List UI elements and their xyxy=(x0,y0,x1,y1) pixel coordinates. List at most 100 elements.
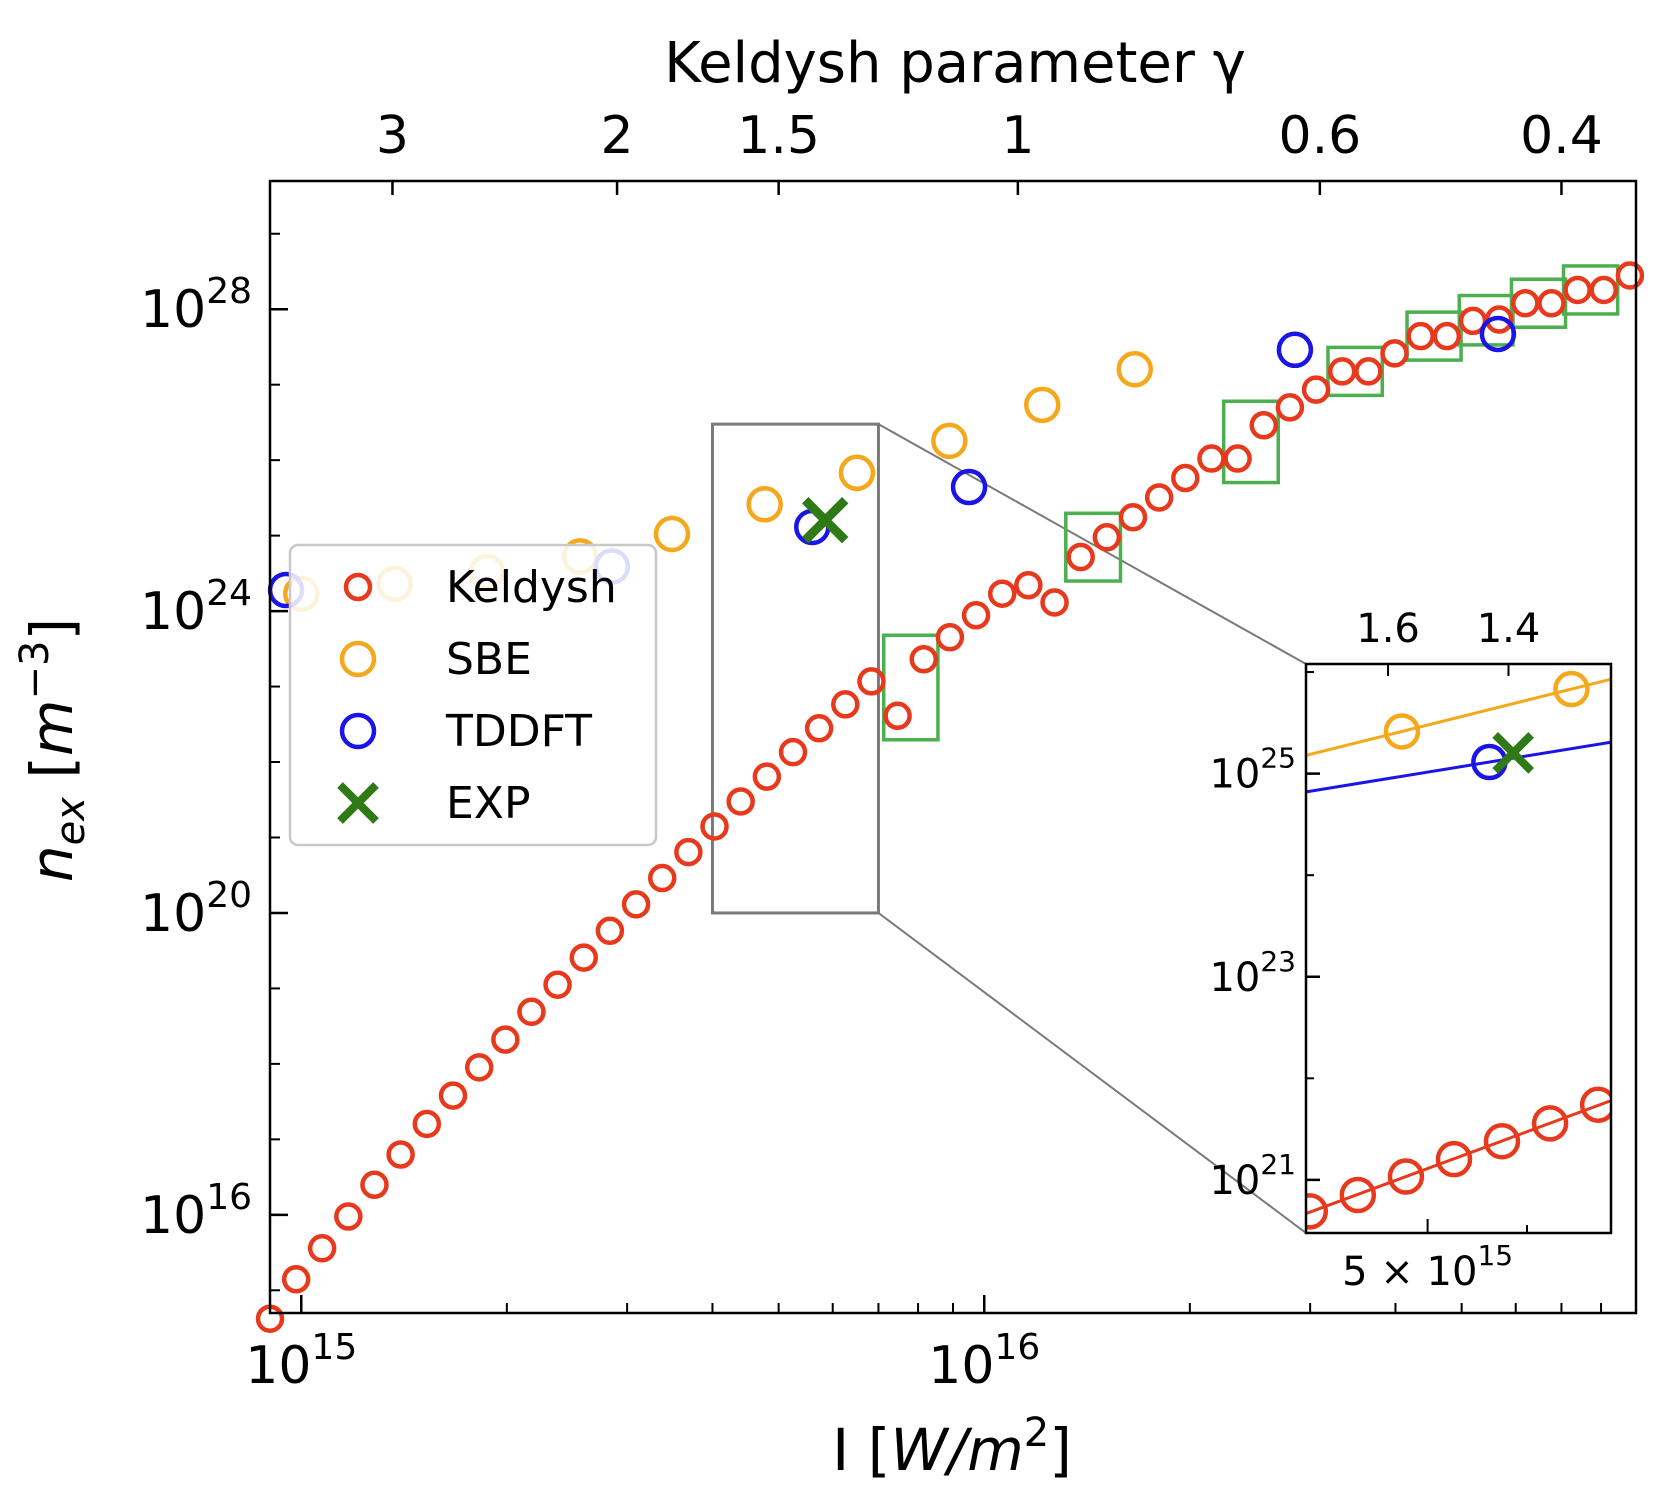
data-point-keldysh xyxy=(438,1081,468,1110)
data-point-keldysh xyxy=(726,787,755,816)
main-ticks: 1015 1016 1016 1020 1024 1028 3 2 1.5 1 0.6 0.4 xyxy=(140,106,1637,1396)
inset-point-exp xyxy=(1492,732,1535,774)
data-point-sbe xyxy=(746,486,783,523)
data-point-keldysh xyxy=(621,890,651,919)
data-point-keldysh xyxy=(464,1053,494,1082)
data-point-keldysh xyxy=(778,737,808,767)
data-point-keldysh xyxy=(517,997,546,1027)
data-point-keldysh xyxy=(1092,523,1122,552)
inset-sbe-line xyxy=(1306,677,1611,757)
data-point-keldysh xyxy=(1144,483,1174,512)
data-point-keldysh xyxy=(1275,393,1305,422)
data-point-keldysh xyxy=(1327,357,1357,386)
inset-point-keldysh xyxy=(1531,1105,1569,1142)
data-point-keldysh xyxy=(1537,288,1566,318)
data-point-keldysh xyxy=(987,579,1017,608)
data-point-keldysh xyxy=(281,1265,311,1294)
zoom-connector-bottom xyxy=(877,912,1307,1234)
legend-marker-exp xyxy=(337,782,379,824)
inset-x-tick-label: 5 × 1015 xyxy=(1342,1239,1513,1295)
data-point-keldysh xyxy=(307,1234,337,1263)
inset-top-tick-label: 1.6 xyxy=(1356,606,1420,652)
series-keldysh xyxy=(255,261,1645,1333)
legend-label-tddft: TDDFT xyxy=(445,706,592,757)
data-point-tddft xyxy=(1479,315,1517,353)
data-point-keldysh xyxy=(491,1025,520,1054)
data-point-keldysh xyxy=(334,1202,363,1231)
inset-y-tick-label: 1025 xyxy=(1209,742,1296,798)
data-point-exp xyxy=(802,497,849,544)
data-point-keldysh xyxy=(1354,357,1383,386)
inset-point-keldysh xyxy=(1579,1086,1611,1123)
data-point-keldysh xyxy=(386,1140,415,1169)
top-tick-label: 3 xyxy=(376,106,409,166)
zoom-box xyxy=(710,422,880,915)
data-point-tddft xyxy=(950,468,988,506)
plot-frame xyxy=(268,179,1638,1315)
inset-frame xyxy=(1304,662,1613,1235)
step-highlight-box xyxy=(1221,399,1280,485)
inset-y-tick-label: 1023 xyxy=(1209,945,1296,1001)
data-point-keldysh xyxy=(1171,463,1200,493)
legend-label-keldysh: Keldysh xyxy=(446,562,617,613)
data-point-keldysh xyxy=(1223,444,1252,473)
data-point-keldysh xyxy=(1118,503,1148,532)
top-tick-label: 1.5 xyxy=(737,106,820,166)
inset-point-keldysh xyxy=(1339,1176,1377,1214)
inset-point-sbe xyxy=(1553,670,1590,708)
data-point-sbe xyxy=(653,515,691,553)
data-point-keldysh xyxy=(569,943,599,972)
data-point-keldysh xyxy=(961,601,991,630)
inset-plot-area xyxy=(1306,670,1611,1230)
data-point-keldysh xyxy=(752,762,782,791)
inset-y-tick-label: 1021 xyxy=(1209,1148,1296,1204)
top-axis-title: Keldysh parameter γ xyxy=(664,31,1246,96)
legend-marker-keldysh xyxy=(343,572,373,602)
zoom-connector-top xyxy=(877,423,1307,665)
data-point-keldysh xyxy=(1197,444,1226,473)
data-point-keldysh xyxy=(1301,375,1331,404)
legend-box xyxy=(288,543,658,847)
data-point-keldysh xyxy=(909,645,939,674)
data-point-keldysh xyxy=(543,970,572,999)
data-point-keldysh xyxy=(1066,542,1095,572)
inset-tddft-line xyxy=(1306,740,1611,794)
zoom-layer xyxy=(710,422,1307,1234)
inset-point-keldysh xyxy=(1435,1140,1473,1178)
series-layer xyxy=(255,261,1645,1333)
x-tick-label: 1016 xyxy=(928,1327,1040,1396)
data-point-keldysh xyxy=(700,812,729,841)
data-point-keldysh xyxy=(412,1109,442,1139)
legend-label-exp: EXP xyxy=(446,778,530,829)
data-point-keldysh xyxy=(674,837,703,867)
legend-label-sbe: SBE xyxy=(446,634,532,685)
legend-marker-sbe xyxy=(339,640,377,678)
x-axis-title: I [W/m2] xyxy=(832,1410,1072,1484)
data-point-keldysh xyxy=(804,714,834,743)
step-highlight-box xyxy=(1064,511,1123,583)
x-tick-label: 1015 xyxy=(245,1327,357,1396)
series-exp xyxy=(802,497,849,544)
top-tick-label: 0.4 xyxy=(1520,106,1603,166)
top-tick-label: 2 xyxy=(601,106,634,166)
data-point-keldysh xyxy=(1511,288,1540,318)
data-point-keldysh xyxy=(1432,321,1462,351)
y-tick-label: 1028 xyxy=(140,271,252,340)
legend: Keldysh SBE TDDFT EXP xyxy=(288,543,658,847)
inset-keldysh-line xyxy=(1306,1099,1611,1215)
top-tick-label: 1 xyxy=(1001,106,1034,166)
data-point-keldysh xyxy=(1615,261,1645,290)
data-point-sbe xyxy=(838,454,876,492)
y-tick-label: 1020 xyxy=(140,875,252,944)
data-point-keldysh xyxy=(831,690,860,719)
inset-top-tick-label: 1.4 xyxy=(1477,606,1541,652)
top-tick-label: 0.6 xyxy=(1279,106,1362,166)
data-point-keldysh xyxy=(883,701,912,731)
y-tick-label: 1024 xyxy=(140,573,252,642)
inset-point-keldysh xyxy=(1306,1193,1329,1230)
data-point-keldysh xyxy=(1014,570,1043,600)
data-point-keldysh xyxy=(857,667,886,696)
inset-point-keldysh xyxy=(1483,1123,1521,1160)
data-point-tddft xyxy=(1276,331,1314,369)
